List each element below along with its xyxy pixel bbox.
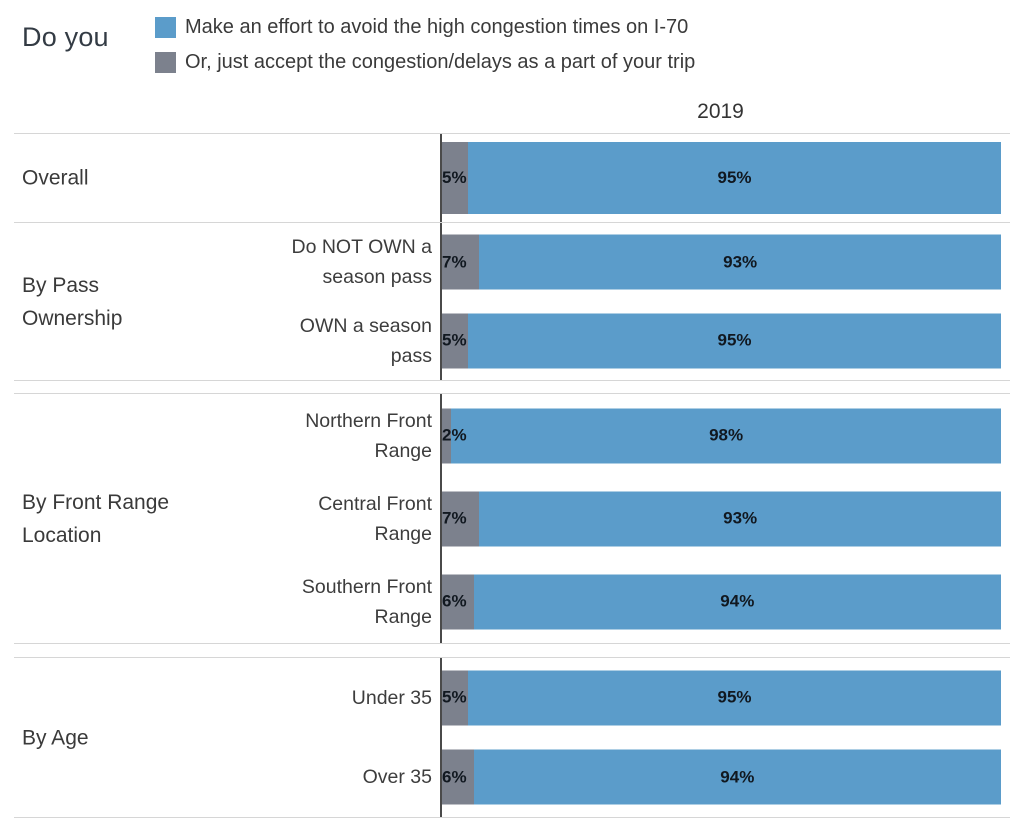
bar-segment-accept[interactable]: 7%: [440, 491, 480, 546]
bar-segment-accept[interactable]: 5%: [440, 313, 469, 369]
chart-row: Southern Front Range 6% 94%: [14, 560, 1010, 643]
segment-value-label: 94%: [720, 767, 755, 787]
segment-value-label: 7%: [442, 252, 467, 272]
bar-segment-avoid[interactable]: 94%: [473, 574, 1001, 629]
bar-segment-accept[interactable]: 6%: [440, 749, 474, 805]
bar-segment-avoid[interactable]: 93%: [479, 234, 1001, 290]
bar-segment-avoid[interactable]: 98%: [451, 408, 1001, 463]
row-label: Over 35: [362, 766, 432, 789]
segment-value-label: 93%: [723, 252, 758, 272]
segment-value-label: 6%: [442, 767, 467, 787]
row-label: Southern Front Range: [301, 575, 432, 628]
bar-segment-avoid[interactable]: 94%: [473, 749, 1001, 805]
segment-value-label: 2%: [442, 425, 467, 445]
chart-table: Overall 5% 95% By Pass Ownership Do NOT …: [14, 133, 1010, 818]
stacked-bar: 7% 93%: [440, 491, 1001, 546]
section-age: By Age Under 35 5% 95% Over 35 6%: [14, 657, 1010, 818]
segment-value-label: 5%: [442, 687, 467, 707]
column-header-year: 2019: [697, 100, 744, 123]
segment-value-label: 95%: [717, 168, 752, 187]
legend-swatch-gray-icon: [155, 51, 176, 73]
segment-value-label: 95%: [717, 687, 752, 707]
chart-row: Over 35 6% 94%: [14, 738, 1010, 818]
chart-row: Northern Front Range 2% 98%: [14, 394, 1010, 477]
group-label: Overall: [22, 166, 89, 190]
bar-segment-accept[interactable]: 6%: [440, 574, 474, 629]
section-front-range-location: By Front Range Location Northern Front R…: [14, 393, 1010, 644]
bar-segment-accept[interactable]: 5%: [440, 670, 469, 726]
axis-zero-line: [440, 394, 442, 643]
bar-segment-avoid[interactable]: 95%: [468, 142, 1001, 214]
chart-row: Under 35 5% 95%: [14, 658, 1010, 738]
bar-segment-avoid[interactable]: 95%: [468, 313, 1001, 369]
legend-item-accept[interactable]: Or, just accept the congestion/delays as…: [155, 48, 695, 76]
chart-title: Do you: [22, 22, 109, 52]
bar-segment-avoid[interactable]: 95%: [468, 670, 1001, 726]
chart-row: Do NOT OWN a season pass 7% 93%: [14, 223, 1010, 302]
segment-value-label: 6%: [442, 591, 467, 611]
row-label: Northern Front Range: [305, 409, 432, 462]
group-label: By Pass Ownership: [22, 273, 123, 330]
legend: Make an effort to avoid the high congest…: [155, 13, 695, 83]
stacked-bar: 6% 94%: [440, 749, 1001, 805]
segment-value-label: 93%: [723, 508, 758, 528]
segment-value-label: 95%: [717, 330, 752, 350]
group-label: By Front Range Location: [22, 490, 170, 547]
segment-value-label: 5%: [442, 330, 467, 350]
bar-segment-accept[interactable]: 7%: [440, 234, 480, 290]
row-label: Central Front Range: [318, 492, 432, 545]
legend-label: Or, just accept the congestion/delays as…: [185, 50, 696, 73]
section-overall: Overall 5% 95%: [14, 133, 1010, 223]
segment-value-label: 98%: [709, 425, 744, 445]
stacked-bar: 7% 93%: [440, 234, 1001, 290]
stacked-bar: 2% 98%: [440, 408, 1001, 463]
stacked-bar: 5% 95%: [440, 142, 1001, 214]
legend-swatch-blue-icon: [155, 16, 176, 38]
row-label: OWN a season pass: [299, 314, 432, 367]
section-pass-ownership: By Pass Ownership Do NOT OWN a season pa…: [14, 223, 1010, 381]
stacked-bar: 5% 95%: [440, 313, 1001, 369]
row-label: Do NOT OWN a season pass: [291, 236, 433, 289]
segment-value-label: 94%: [720, 591, 755, 611]
axis-zero-line: [440, 658, 442, 817]
group-label: By Age: [22, 726, 89, 749]
segment-value-label: 5%: [442, 168, 467, 187]
legend-label: Make an effort to avoid the high congest…: [185, 15, 689, 38]
stacked-bar: 6% 94%: [440, 574, 1001, 629]
row-label: Under 35: [351, 686, 432, 709]
segment-value-label: 7%: [442, 508, 467, 528]
bar-segment-accept[interactable]: 5%: [440, 142, 469, 214]
bar-segment-accept[interactable]: 2%: [440, 408, 467, 463]
chart-row: OWN a season pass 5% 95%: [14, 302, 1010, 381]
chart-row: Central Front Range 7% 93%: [14, 477, 1010, 560]
bar-segment-avoid[interactable]: 93%: [479, 491, 1001, 546]
stacked-bar: 5% 95%: [440, 670, 1001, 726]
legend-item-avoid[interactable]: Make an effort to avoid the high congest…: [155, 13, 695, 41]
chart-row: 5% 95%: [14, 134, 1010, 222]
axis-zero-line: [440, 223, 442, 380]
axis-zero-line: [440, 134, 442, 222]
